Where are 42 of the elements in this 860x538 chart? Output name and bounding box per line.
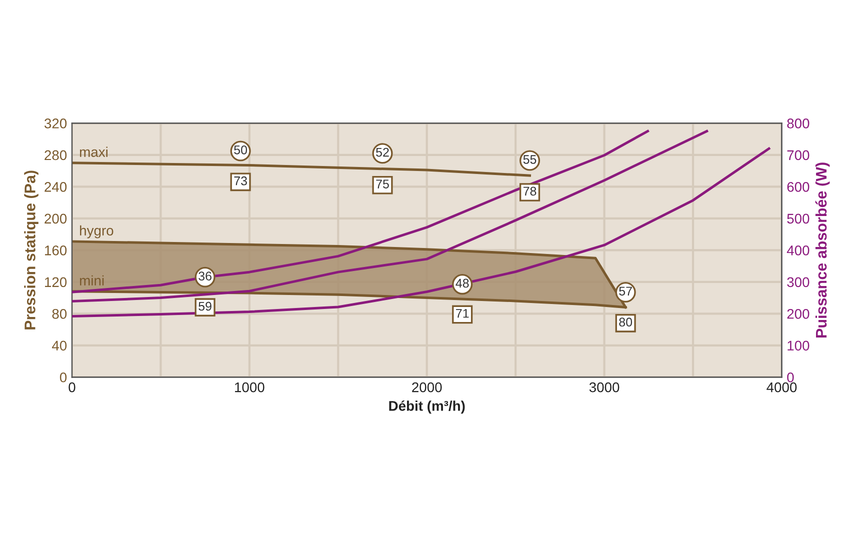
y2-tick-label: 100 xyxy=(788,340,810,351)
annotation: 75 xyxy=(376,180,389,188)
y-tick-label: 280 xyxy=(44,150,67,160)
series-label: hygro xyxy=(80,225,114,238)
y2-tick-label: 200 xyxy=(787,308,810,319)
annotation: 78 xyxy=(523,186,536,196)
annotation: 50 xyxy=(234,145,248,154)
y-tick-label: 320 xyxy=(44,118,67,128)
y2-tick-label: 800 xyxy=(787,118,810,128)
annotation: 71 xyxy=(456,309,469,318)
annotation: 59 xyxy=(198,302,212,311)
x-tick-label: 0 xyxy=(68,382,76,392)
y-tick-label: 80 xyxy=(52,308,67,319)
annotation: 52 xyxy=(376,148,389,157)
y2-tick-label: 600 xyxy=(787,182,810,192)
y-tick-label: 0 xyxy=(60,372,67,382)
y-tick-label: 40 xyxy=(52,340,67,351)
x-tick-label: 2000 xyxy=(412,382,442,392)
series-label: mini xyxy=(80,275,104,286)
annotation: 55 xyxy=(523,155,536,164)
annotation: 80 xyxy=(619,318,632,327)
y2-tick-label: 500 xyxy=(787,214,810,224)
series-label: maxi xyxy=(80,146,108,157)
annotation: 36 xyxy=(198,272,212,281)
y2-tick-label: 700 xyxy=(787,150,810,160)
line-series xyxy=(72,147,770,318)
y2-tick-label: 400 xyxy=(786,246,810,256)
annotation: 73 xyxy=(234,176,247,186)
annotation: 48 xyxy=(456,278,469,288)
y-tick-label: 240 xyxy=(44,182,67,192)
y2-tick-label: 0 xyxy=(787,372,794,382)
x-tick-label: 3000 xyxy=(589,382,620,392)
y2-tick-label: 300 xyxy=(787,277,810,288)
y-axis-title: Pression statique (Pa) xyxy=(24,170,38,330)
x-tick-label: 1000 xyxy=(235,382,264,392)
y2-axis-title: Puissance absorbée (W) xyxy=(815,162,830,338)
y-tick-label: 120 xyxy=(45,277,67,288)
y-tick-label: 160 xyxy=(45,246,67,256)
x-axis-title: Débit (m³/h) xyxy=(389,400,465,414)
y-tick-label: 200 xyxy=(44,214,67,224)
x-tick-label: 4000 xyxy=(766,382,797,392)
annotation: 57 xyxy=(619,286,632,296)
